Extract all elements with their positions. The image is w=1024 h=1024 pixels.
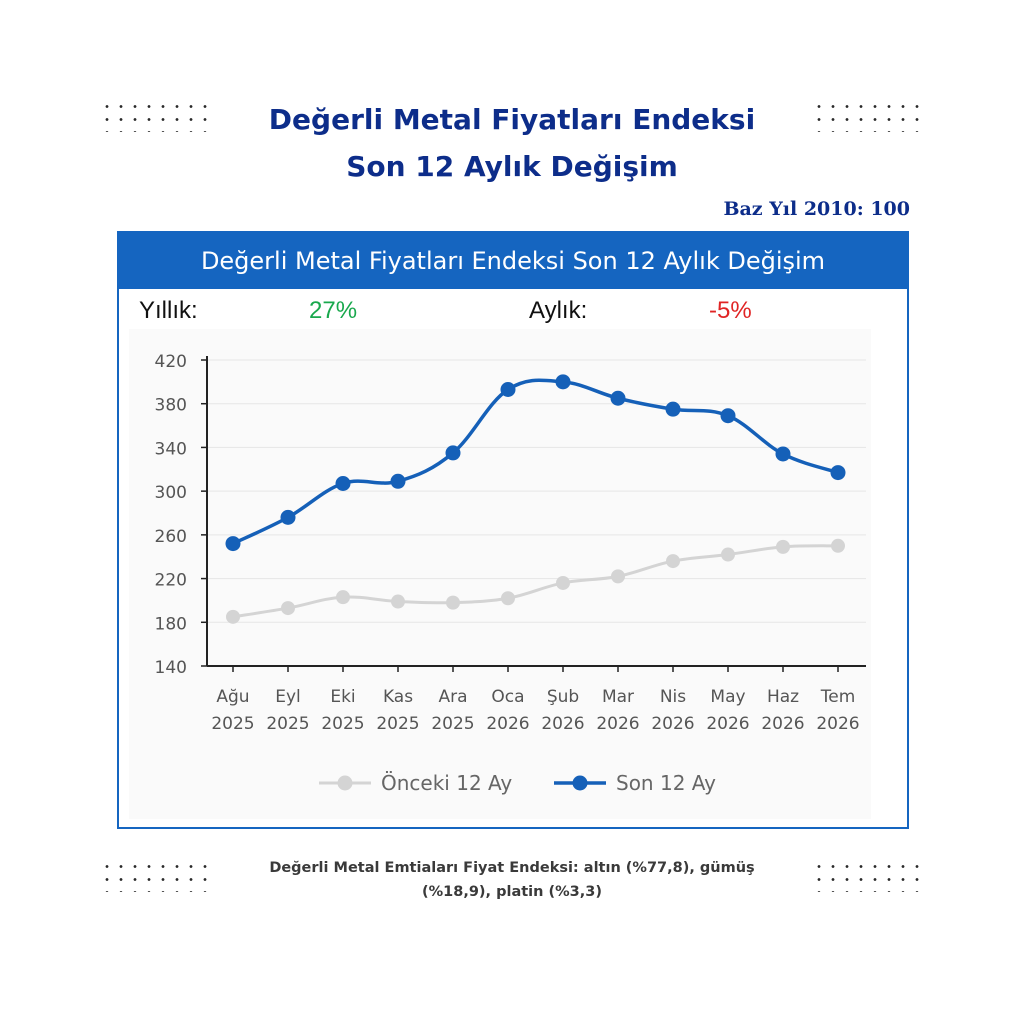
- x-tick-label-year: 2026: [816, 714, 859, 734]
- y-tick-label: 140: [155, 658, 187, 678]
- x-tick-label-month: Eki: [330, 687, 355, 707]
- page-title-line1: Değerli Metal Fiyatları Endeksi: [268, 103, 756, 136]
- data-point: [830, 465, 846, 481]
- data-point: [721, 547, 735, 562]
- x-tick-label-month: Haz: [767, 687, 799, 707]
- legend-marker: [572, 775, 588, 791]
- data-point: [831, 538, 845, 553]
- y-tick-label: 220: [155, 571, 187, 591]
- data-point: [391, 594, 405, 609]
- x-tick-label-year: 2026: [761, 714, 804, 734]
- x-tick-label-month: May: [710, 687, 745, 707]
- annual-change-value: 27%: [309, 297, 358, 324]
- plot-area: [129, 329, 871, 819]
- series-line-son-12-ay: [232, 378, 839, 546]
- data-point: [500, 382, 516, 398]
- page-title: Değerli Metal Fiyatları Endeksi Son 12 A…: [0, 96, 1024, 190]
- legend-label: Son 12 Ay: [616, 771, 716, 795]
- data-point: [611, 569, 625, 584]
- monthly-change-label: Aylık:: [529, 297, 588, 324]
- data-point: [501, 591, 515, 606]
- x-tick-label-month: Mar: [602, 687, 634, 707]
- line-chart: 140 180 220 260 300 340 380 420 Ağu 2025 Eyl 2025 Ek…: [155, 352, 866, 795]
- x-tick-label-month: Kas: [383, 687, 413, 707]
- data-point: [390, 473, 406, 489]
- x-tick-label-year: 2026: [651, 714, 694, 734]
- series-line-onceki-12-ay: [232, 544, 839, 619]
- y-tick-label: 300: [155, 483, 187, 503]
- x-tick-label-year: 2026: [486, 714, 529, 734]
- data-point: [666, 554, 680, 569]
- x-tick-label-year: 2025: [266, 714, 309, 734]
- legend-label: Önceki 12 Ay: [381, 771, 512, 795]
- x-tick-label-year: 2026: [706, 714, 749, 734]
- footnote-line1: Değerli Metal Emtiaları Fiyat Endeksi: a…: [269, 860, 755, 876]
- decorative-dots-bottom-right: [812, 860, 924, 892]
- data-point: [665, 401, 681, 417]
- x-tick-label-year: 2025: [376, 714, 419, 734]
- data-point: [556, 575, 570, 590]
- data-point: [226, 609, 240, 624]
- data-point: [776, 539, 790, 554]
- x-tick-label-month: Eyl: [275, 687, 301, 707]
- data-point: [281, 601, 295, 616]
- data-point: [280, 509, 296, 525]
- monthly-change-value: -5%: [709, 297, 752, 324]
- base-year-note: Baz Yıl 2010: 100: [723, 198, 910, 220]
- footnote: Değerli Metal Emtiaları Fiyat Endeksi: a…: [0, 856, 1024, 904]
- y-tick-label: 380: [155, 396, 187, 416]
- x-tick-label-month: Ara: [438, 687, 467, 707]
- x-tick-label-month: Nis: [660, 687, 686, 707]
- y-tick-label: 180: [155, 614, 187, 634]
- page-title-line2: Son 12 Aylık Değişim: [346, 150, 678, 183]
- legend-marker: [337, 775, 353, 791]
- data-point: [555, 374, 571, 390]
- y-tick-label: 340: [155, 439, 187, 459]
- x-tick-label-year: 2025: [211, 714, 254, 734]
- chart-title: Değerli Metal Fiyatları Endeksi Son 12 A…: [119, 233, 907, 289]
- footnote-line2: (%18,9), platin (%3,3): [422, 884, 602, 900]
- x-tick-label-month: Ağu: [216, 687, 249, 707]
- annual-change-label: Yıllık:: [139, 297, 198, 324]
- data-point: [335, 475, 351, 491]
- data-point: [775, 446, 791, 462]
- x-tick-label-month: Şub: [547, 687, 579, 707]
- chart-panel: Değerli Metal Fiyatları Endeksi Son 12 A…: [117, 231, 909, 829]
- data-point: [610, 390, 626, 406]
- decorative-dots-top-left: [100, 100, 212, 132]
- data-point: [446, 595, 460, 610]
- data-point: [225, 536, 241, 552]
- x-tick-label-year: 2025: [321, 714, 364, 734]
- data-point: [336, 590, 350, 605]
- decorative-dots-bottom-left: [100, 860, 212, 892]
- data-point: [720, 408, 736, 424]
- x-tick-label-year: 2026: [596, 714, 639, 734]
- data-point: [445, 445, 461, 461]
- y-tick-label: 420: [155, 352, 187, 372]
- x-tick-label-year: 2026: [541, 714, 584, 734]
- y-tick-label: 260: [155, 527, 187, 547]
- x-tick-label-year: 2025: [431, 714, 474, 734]
- x-tick-label-month: Tem: [820, 687, 856, 707]
- x-tick-label-month: Oca: [491, 687, 524, 707]
- decorative-dots-top-right: [812, 100, 924, 132]
